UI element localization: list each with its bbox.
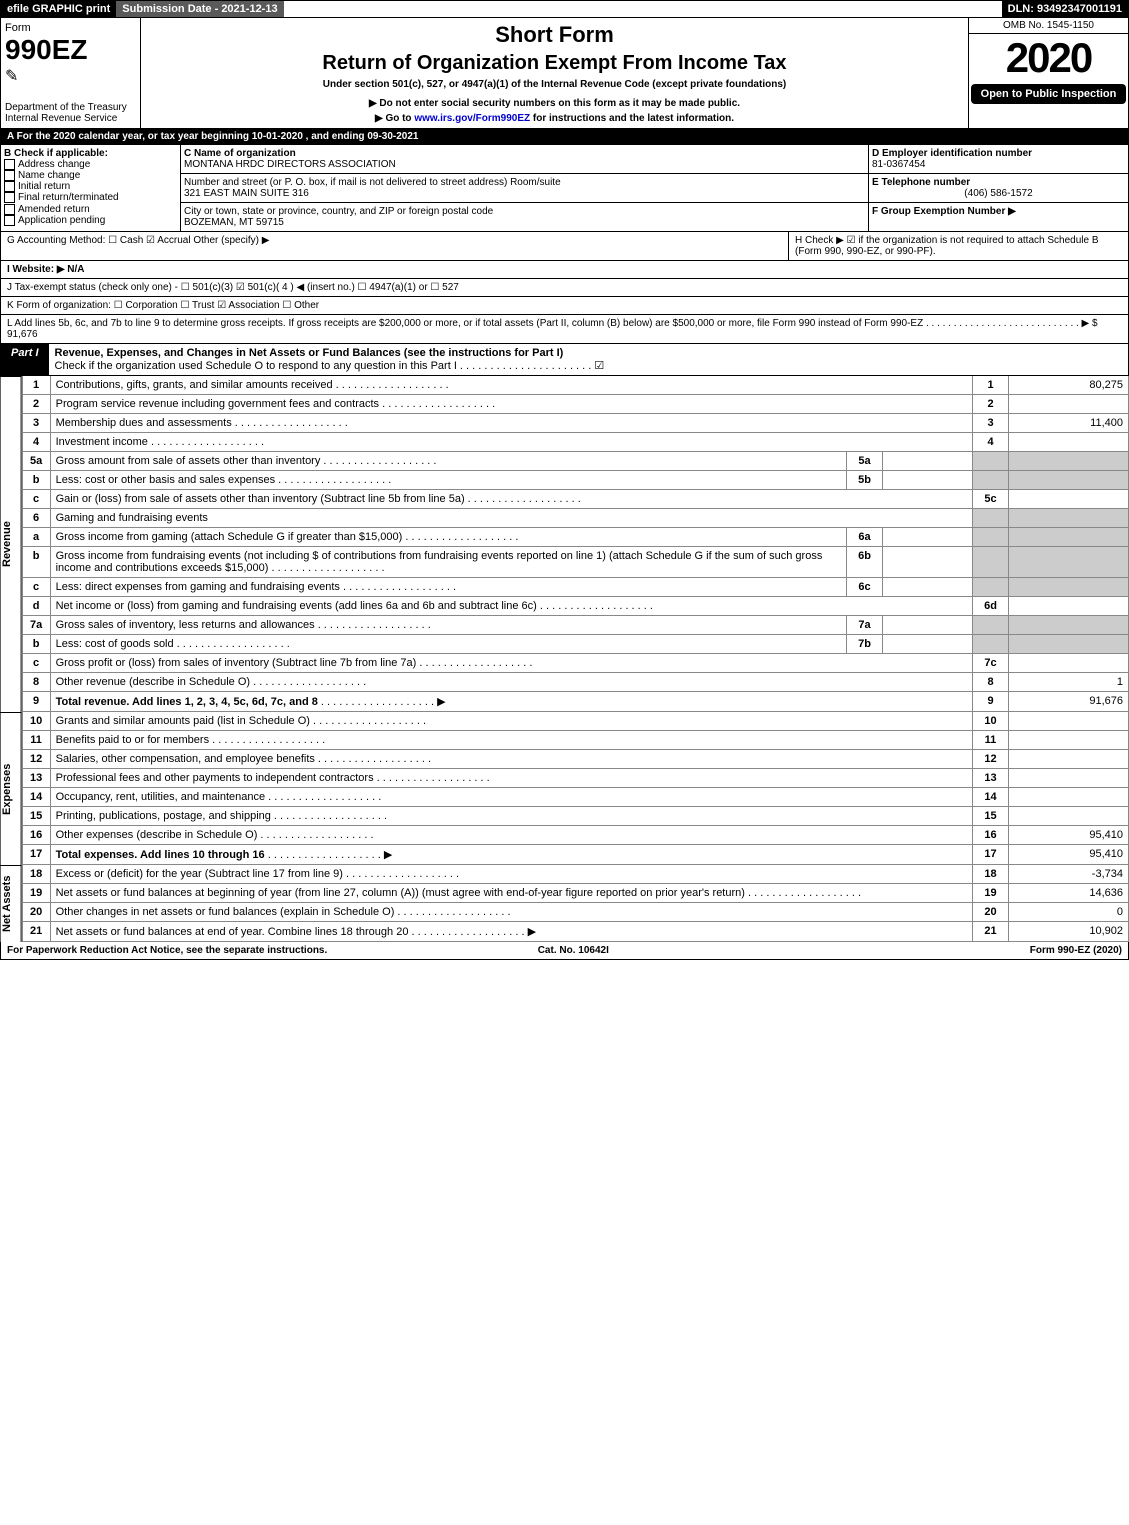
line-row: bLess: cost of goods sold . . . . . . . … bbox=[22, 635, 1128, 654]
goto-link[interactable]: ▶ Go to www.irs.gov/Form990EZ for instru… bbox=[145, 113, 964, 124]
footer: For Paperwork Reduction Act Notice, see … bbox=[0, 942, 1129, 960]
line-row: 4Investment income . . . . . . . . . . .… bbox=[22, 433, 1128, 452]
subtitle: Under section 501(c), 527, or 4947(a)(1)… bbox=[145, 79, 964, 90]
org-address: 321 EAST MAIN SUITE 316 bbox=[184, 188, 309, 199]
part-1-tab: Part I bbox=[1, 344, 49, 375]
row-g-accounting: G Accounting Method: ☐ Cash ☑ Accrual Ot… bbox=[1, 232, 788, 260]
row-l-gross-receipts: L Add lines 5b, 6c, and 7b to line 9 to … bbox=[0, 315, 1129, 344]
row-k-form-org: K Form of organization: ☐ Corporation ☐ … bbox=[0, 297, 1129, 315]
line-row: 8Other revenue (describe in Schedule O) … bbox=[22, 673, 1128, 692]
row-a-tax-year: A For the 2020 calendar year, or tax yea… bbox=[0, 129, 1129, 145]
efile-label[interactable]: efile GRAPHIC print bbox=[1, 1, 116, 17]
line-row: 20Other changes in net assets or fund ba… bbox=[22, 903, 1128, 922]
section-bcdef: B Check if applicable: Address change Na… bbox=[0, 145, 1129, 232]
footer-formref: Form 990-EZ (2020) bbox=[1030, 945, 1122, 956]
line-row: 13Professional fees and other payments t… bbox=[22, 769, 1128, 788]
col-b-checkboxes: B Check if applicable: Address change Na… bbox=[1, 145, 181, 231]
checkbox-address-change[interactable] bbox=[4, 159, 15, 170]
line-row: 14Occupancy, rent, utilities, and mainte… bbox=[22, 788, 1128, 807]
line-row: 1Contributions, gifts, grants, and simil… bbox=[22, 376, 1128, 395]
footer-catno: Cat. No. 10642I bbox=[538, 945, 609, 956]
line-row: bGross income from fundraising events (n… bbox=[22, 547, 1128, 578]
line-row: 11Benefits paid to or for members . . . … bbox=[22, 731, 1128, 750]
dln: DLN: 93492347001191 bbox=[1002, 1, 1128, 17]
title-short-form: Short Form bbox=[145, 22, 964, 48]
telephone: (406) 586-1572 bbox=[872, 188, 1125, 199]
ein: 81-0367454 bbox=[872, 159, 925, 170]
line-row: 6Gaming and fundraising events bbox=[22, 509, 1128, 528]
submission-date: Submission Date - 2021-12-13 bbox=[116, 1, 283, 17]
topbar: efile GRAPHIC print Submission Date - 20… bbox=[0, 0, 1129, 18]
line-row: 2Program service revenue including gover… bbox=[22, 395, 1128, 414]
line-row: 12Salaries, other compensation, and empl… bbox=[22, 750, 1128, 769]
row-h-schedule-b: H Check ▶ ☑ if the organization is not r… bbox=[788, 232, 1128, 260]
checkbox-initial-return[interactable] bbox=[4, 181, 15, 192]
row-j-tax-exempt: J Tax-exempt status (check only one) - ☐… bbox=[0, 279, 1129, 297]
part-1-header: Part I Revenue, Expenses, and Changes in… bbox=[0, 344, 1129, 376]
open-to-public: Open to Public Inspection bbox=[971, 84, 1126, 104]
form-number: 990EZ bbox=[5, 34, 136, 66]
line-row: 3Membership dues and assessments . . . .… bbox=[22, 414, 1128, 433]
line-row: 7aGross sales of inventory, less returns… bbox=[22, 616, 1128, 635]
line-row: 17Total expenses. Add lines 10 through 1… bbox=[22, 845, 1128, 865]
line-row: dNet income or (loss) from gaming and fu… bbox=[22, 597, 1128, 616]
line-row: 16Other expenses (describe in Schedule O… bbox=[22, 826, 1128, 845]
line-row: aGross income from gaming (attach Schedu… bbox=[22, 528, 1128, 547]
checkbox-application-pending[interactable] bbox=[4, 215, 15, 226]
checkbox-amended-return[interactable] bbox=[4, 204, 15, 215]
line-row: 10Grants and similar amounts paid (list … bbox=[22, 712, 1128, 731]
title-return: Return of Organization Exempt From Incom… bbox=[145, 52, 964, 75]
line-row: bLess: cost or other basis and sales exp… bbox=[22, 471, 1128, 490]
tax-year: 2020 bbox=[969, 34, 1128, 82]
revenue-side-label: Revenue bbox=[0, 376, 22, 712]
col-c-org-info: C Name of organizationMONTANA HRDC DIREC… bbox=[181, 145, 868, 231]
checkbox-name-change[interactable] bbox=[4, 170, 15, 181]
line-row: 21Net assets or fund balances at end of … bbox=[22, 922, 1128, 942]
form-label: Form bbox=[5, 22, 136, 34]
ssn-warning: ▶ Do not enter social security numbers o… bbox=[145, 98, 964, 109]
org-name: MONTANA HRDC DIRECTORS ASSOCIATION bbox=[184, 159, 396, 170]
footer-notice: For Paperwork Reduction Act Notice, see … bbox=[7, 945, 327, 956]
line-row: cGross profit or (loss) from sales of in… bbox=[22, 654, 1128, 673]
line-row: 18Excess or (deficit) for the year (Subt… bbox=[22, 865, 1128, 884]
netassets-side-label: Net Assets bbox=[0, 865, 22, 942]
checkbox-final-return[interactable] bbox=[4, 192, 15, 203]
col-def: D Employer identification number81-03674… bbox=[868, 145, 1128, 231]
line-row: 15Printing, publications, postage, and s… bbox=[22, 807, 1128, 826]
form-header: Form 990EZ ✎ Department of the TreasuryI… bbox=[0, 18, 1129, 129]
dept-label: Department of the TreasuryInternal Reven… bbox=[5, 102, 127, 124]
line-row: cLess: direct expenses from gaming and f… bbox=[22, 578, 1128, 597]
line-row: 9Total revenue. Add lines 1, 2, 3, 4, 5c… bbox=[22, 692, 1128, 712]
netassets-table: 18Excess or (deficit) for the year (Subt… bbox=[22, 865, 1129, 942]
group-exemption: F Group Exemption Number ▶ bbox=[872, 206, 1016, 217]
revenue-table: 1Contributions, gifts, grants, and simil… bbox=[22, 376, 1129, 712]
row-i-website: I Website: ▶ N/A bbox=[0, 261, 1129, 279]
expenses-side-label: Expenses bbox=[0, 712, 22, 865]
expenses-table: 10Grants and similar amounts paid (list … bbox=[22, 712, 1129, 865]
line-row: cGain or (loss) from sale of assets othe… bbox=[22, 490, 1128, 509]
irs-link[interactable]: www.irs.gov/Form990EZ bbox=[414, 113, 530, 124]
line-row: 5aGross amount from sale of assets other… bbox=[22, 452, 1128, 471]
omb-number: OMB No. 1545-1150 bbox=[969, 18, 1128, 34]
org-city: BOZEMAN, MT 59715 bbox=[184, 217, 284, 228]
line-row: 19Net assets or fund balances at beginni… bbox=[22, 884, 1128, 903]
